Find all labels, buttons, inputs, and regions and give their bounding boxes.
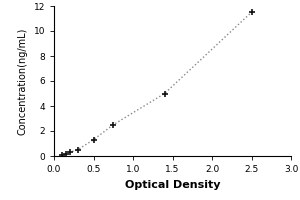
X-axis label: Optical Density: Optical Density: [125, 180, 220, 190]
Y-axis label: Concentration(ng/mL): Concentration(ng/mL): [18, 27, 28, 135]
